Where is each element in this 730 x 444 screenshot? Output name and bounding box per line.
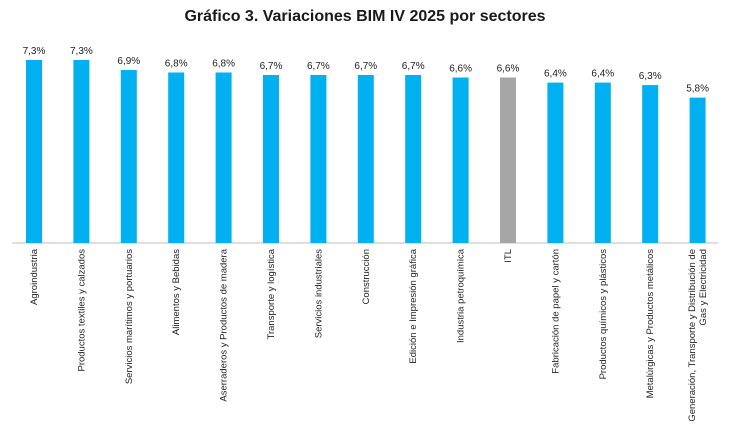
bar [120,70,137,243]
category-label: ITL [503,249,514,263]
data-label: 7,3% [70,46,93,57]
category-label: Fabricación de papel y cartón [550,249,561,374]
data-label: 6,4% [591,69,614,80]
bar [642,85,659,243]
data-label: 7,3% [23,46,46,57]
bar [215,72,232,243]
data-label: 6,8% [212,59,235,70]
category-label: Industria petroquímica [456,248,467,343]
bar [452,77,469,243]
bar [500,77,516,243]
category-label: Agroindustria [29,248,40,305]
category-label: Productos textiles y calzados [76,249,87,372]
bar [168,72,185,243]
category-label: Transporte y logística [266,248,277,339]
bar [547,82,564,243]
chart-title: Gráfico 3. Variaciones BIM IV 2025 por s… [184,8,546,25]
data-label: 5,8% [686,84,709,95]
category-label: Productos químicos y plásticos [598,249,609,380]
data-label: 6,3% [639,71,662,82]
data-label: 6,9% [117,56,140,67]
category-label: Gas y Electricidad [698,249,709,326]
category-label: Servicios marítimos y portuarios [124,249,135,384]
data-label: 6,6% [449,64,472,75]
data-label: 6,7% [354,61,377,72]
data-label: 6,7% [307,61,330,72]
data-label: 6,7% [402,61,425,72]
bar [26,60,42,243]
category-label: Servicios industriales [313,249,324,338]
data-label: 6,8% [165,59,188,70]
category-label: Construcción [361,249,372,304]
category-label: Edición e Impresión gráfica [408,248,419,363]
category-label: Generación, Transporte y Distribución de [687,249,698,422]
category-label: Aserraderos y Productos de madera [219,248,230,401]
data-label: 6,7% [260,61,283,72]
category-label: Metalúrgicas y Productos metálicos [645,249,656,399]
bar [357,75,374,243]
bar [73,60,90,243]
bar [263,75,279,243]
bar [689,97,706,243]
data-label: 6,6% [497,64,520,75]
data-label: 6,4% [544,69,567,80]
bar [310,75,327,243]
bar [594,82,611,243]
category-label: Alimentos y Bebidas [171,249,182,335]
bar [405,75,422,243]
